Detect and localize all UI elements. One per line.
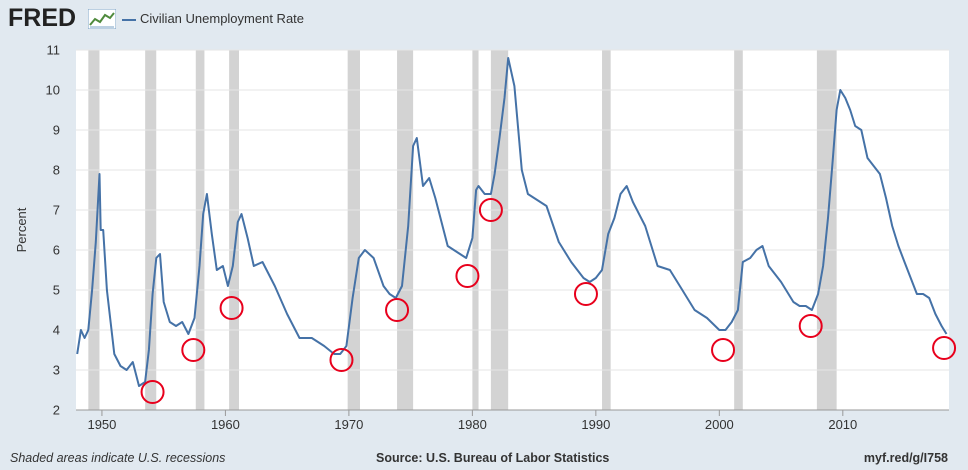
x-tick-label: 1990 bbox=[581, 417, 610, 432]
annotation-circle bbox=[711, 338, 736, 362]
y-tick-label: 9 bbox=[53, 123, 60, 138]
annotation-circle bbox=[573, 282, 598, 306]
y-axis-label: Percent bbox=[14, 207, 29, 252]
recession-band bbox=[602, 50, 611, 410]
legend-label: Civilian Unemployment Rate bbox=[140, 11, 305, 26]
recession-band bbox=[347, 50, 361, 410]
recession-band bbox=[145, 50, 157, 410]
annotation-circle bbox=[798, 314, 823, 338]
y-tick-label: 5 bbox=[53, 283, 60, 298]
x-tick-label: 1950 bbox=[87, 417, 116, 432]
x-tick-label: 2000 bbox=[705, 417, 734, 432]
annotation-circles bbox=[140, 198, 957, 404]
y-tick-label: 3 bbox=[53, 363, 60, 378]
legend-swatch bbox=[122, 18, 136, 21]
annotation-circle bbox=[329, 348, 354, 372]
y-tick-label: 6 bbox=[53, 243, 60, 258]
x-axis-ticks: 1950 1960 1970 1980 1990 2000 2010 bbox=[87, 410, 857, 432]
legend[interactable]: Civilian Unemployment Rate bbox=[122, 11, 304, 26]
x-tick-label: 2010 bbox=[828, 417, 857, 432]
x-tick-label: 1960 bbox=[211, 417, 240, 432]
recession-band bbox=[472, 50, 479, 410]
y-tick-label: 7 bbox=[53, 203, 60, 218]
x-tick-label: 1970 bbox=[334, 417, 363, 432]
plot-area bbox=[76, 50, 949, 410]
y-tick-label: 2 bbox=[53, 403, 60, 418]
annotation-circle bbox=[219, 296, 244, 320]
y-tick-label: 11 bbox=[47, 43, 61, 58]
annotation-circle bbox=[140, 380, 165, 404]
annotation-circle bbox=[455, 264, 480, 288]
header: FRED Civilian Unemployment Rate bbox=[0, 0, 968, 40]
recession-band bbox=[397, 50, 414, 410]
x-tick-label: 1980 bbox=[458, 417, 487, 432]
recession-band bbox=[734, 50, 743, 410]
y-tick-label: 10 bbox=[46, 83, 60, 98]
annotation-circle bbox=[932, 336, 957, 360]
y-tick-label: 8 bbox=[53, 163, 60, 178]
series-line bbox=[76, 57, 948, 387]
recession-band bbox=[195, 50, 205, 410]
y-tick-label: 4 bbox=[53, 323, 60, 338]
y-axis-ticks: 2 3 4 5 6 7 8 9 10 11 bbox=[46, 43, 60, 418]
fred-logo[interactable]: FRED bbox=[8, 4, 77, 32]
annotation-circle bbox=[385, 298, 410, 322]
grid-lines bbox=[76, 49, 949, 411]
annotation-circle bbox=[478, 198, 503, 222]
recession-band bbox=[88, 50, 100, 410]
source-text: Source: U.S. Bureau of Labor Statistics bbox=[376, 451, 610, 465]
recession-band bbox=[229, 50, 239, 410]
recession-band bbox=[490, 50, 509, 410]
recession-note: Shaded areas indicate U.S. recessions bbox=[10, 451, 226, 465]
annotation-circle bbox=[181, 338, 206, 362]
logo-graph-icon bbox=[88, 9, 116, 29]
share-link[interactable]: myf.red/g/I758 bbox=[863, 451, 948, 465]
